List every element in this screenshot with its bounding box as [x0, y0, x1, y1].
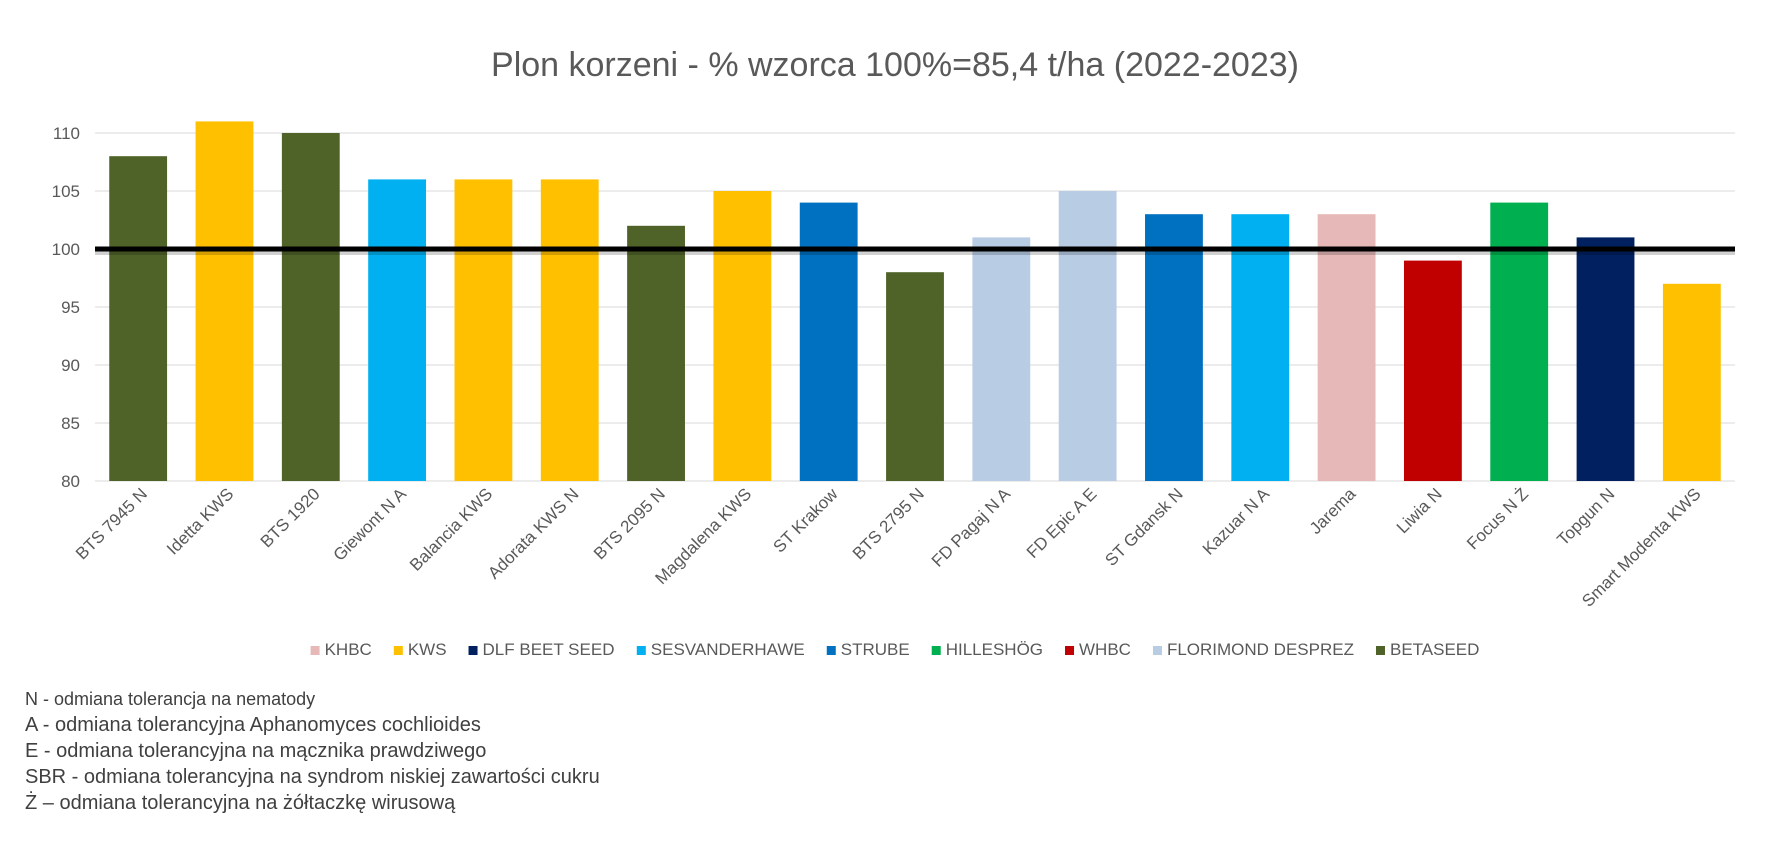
x-tick-label: ST Gdansk N	[1101, 484, 1186, 569]
legend-swatch	[1065, 646, 1075, 655]
x-tick-label: BTS 2095 N	[590, 484, 669, 563]
footnote-virus-yellows: Ż – odmiana tolerancyjna na żółtaczkę wi…	[25, 792, 456, 814]
bars	[109, 121, 1721, 482]
legend-item: KHBC	[310, 640, 372, 659]
bar	[1490, 202, 1549, 481]
legend-label: WHBC	[1079, 640, 1131, 659]
x-tick-label: BTS 1920	[257, 484, 324, 551]
footnote-aphanomyces: A - odmiana tolerancyjna Aphanomyces coc…	[25, 714, 481, 736]
x-tick-label: Idetta KWS	[163, 484, 237, 558]
y-tick-label: 110	[53, 124, 80, 143]
x-tick-label: Magdalena KWS	[652, 484, 756, 588]
bar	[109, 156, 168, 481]
legend-label: DLF BEET SEED	[483, 640, 615, 659]
bar	[195, 121, 254, 482]
legend-swatch	[826, 646, 836, 655]
footnotes: N - odmiana tolerancja na nematody A - o…	[25, 686, 600, 816]
bar	[368, 179, 427, 481]
legend-label: HILLESHÖG	[946, 640, 1043, 659]
y-tick-label: 80	[61, 472, 80, 491]
x-tick-label: Liwia N	[1393, 484, 1446, 537]
legend-item: FLORIMOND DESPREZ	[1152, 640, 1354, 659]
x-tick-label: Giewont N A	[330, 484, 411, 565]
legend-swatch	[1152, 646, 1162, 655]
legend-swatch	[468, 646, 478, 655]
bar	[281, 133, 340, 481]
x-tick-label: Kazuar N A	[1199, 484, 1274, 559]
x-tick-label: Balancia KWS	[406, 484, 496, 574]
legend-item: DLF BEET SEED	[468, 640, 615, 659]
legend-label: KWS	[408, 640, 447, 659]
x-tick-label: BTS 7945 N	[72, 484, 151, 563]
y-axis-ticks: 80 85 90 95 100 105 110	[52, 124, 80, 491]
legend-item: STRUBE	[826, 640, 910, 659]
x-tick-label: Focus N Ż	[1463, 484, 1532, 553]
footnote-sbr: SBR - odmiana tolerancyjna na syndrom ni…	[25, 766, 600, 788]
bar	[540, 179, 599, 481]
bar	[886, 272, 944, 481]
y-tick-label: 100	[52, 240, 80, 259]
bar	[972, 237, 1031, 481]
legend-label: FLORIMOND DESPREZ	[1167, 640, 1354, 659]
legend-item: BETASEED	[1375, 640, 1479, 659]
bar	[799, 202, 858, 481]
bar	[1317, 214, 1376, 481]
legend-item: HILLESHÖG	[931, 640, 1043, 659]
chart-title: Plon korzeni - % wzorca 100%=85,4 t/ha (…	[491, 46, 1299, 84]
legend-swatch	[1375, 646, 1385, 655]
x-tick-label: ST Krakow	[770, 484, 843, 557]
legend-swatch	[393, 646, 403, 655]
legend-label: STRUBE	[841, 640, 910, 659]
x-tick-label: BTS 2795 N	[849, 484, 928, 563]
bar	[713, 191, 772, 481]
x-tick-label: FD Epic A E	[1023, 484, 1101, 562]
x-axis-ticks: BTS 7945 N Idetta KWS BTS 1920 Giewont N AB…	[72, 484, 1705, 611]
legend-label: KHBC	[325, 640, 372, 659]
footnote-nematode: N - odmiana tolerancja na nematody	[25, 689, 316, 709]
legend-label: BETASEED	[1390, 640, 1479, 659]
legend: KHBC KWS DLF BEET SEED SESVANDERHAWE STRUBE H…	[310, 640, 1479, 659]
footnote-powdery-mildew: E - odmiana tolerancyjna na mącznika pra…	[25, 740, 487, 762]
legend-swatch	[636, 646, 646, 655]
x-tick-label: Adorata KWS N	[484, 484, 582, 582]
bar	[627, 225, 685, 481]
legend-item: WHBC	[1065, 640, 1131, 659]
legend-item: KWS	[393, 640, 447, 659]
bar	[1145, 214, 1203, 481]
bar	[1231, 214, 1290, 481]
bar	[1576, 237, 1635, 481]
bar	[1662, 283, 1721, 481]
y-tick-label: 85	[61, 414, 80, 433]
legend-swatch	[931, 646, 941, 655]
reference-line-group	[95, 246, 1735, 255]
x-tick-label: FD Pagaj N A	[928, 484, 1015, 571]
x-tick-label: Topgun N	[1553, 484, 1618, 549]
bar	[1058, 191, 1117, 481]
legend-swatch	[310, 646, 320, 655]
y-tick-label: 90	[61, 356, 80, 375]
legend-label: SESVANDERHAWE	[651, 640, 805, 659]
x-tick-label: Jarema	[1306, 484, 1360, 538]
bar	[1403, 260, 1462, 481]
legend-item: SESVANDERHAWE	[636, 640, 805, 659]
y-tick-label: 95	[61, 298, 80, 317]
y-tick-label: 105	[52, 182, 80, 201]
bar	[454, 179, 513, 481]
